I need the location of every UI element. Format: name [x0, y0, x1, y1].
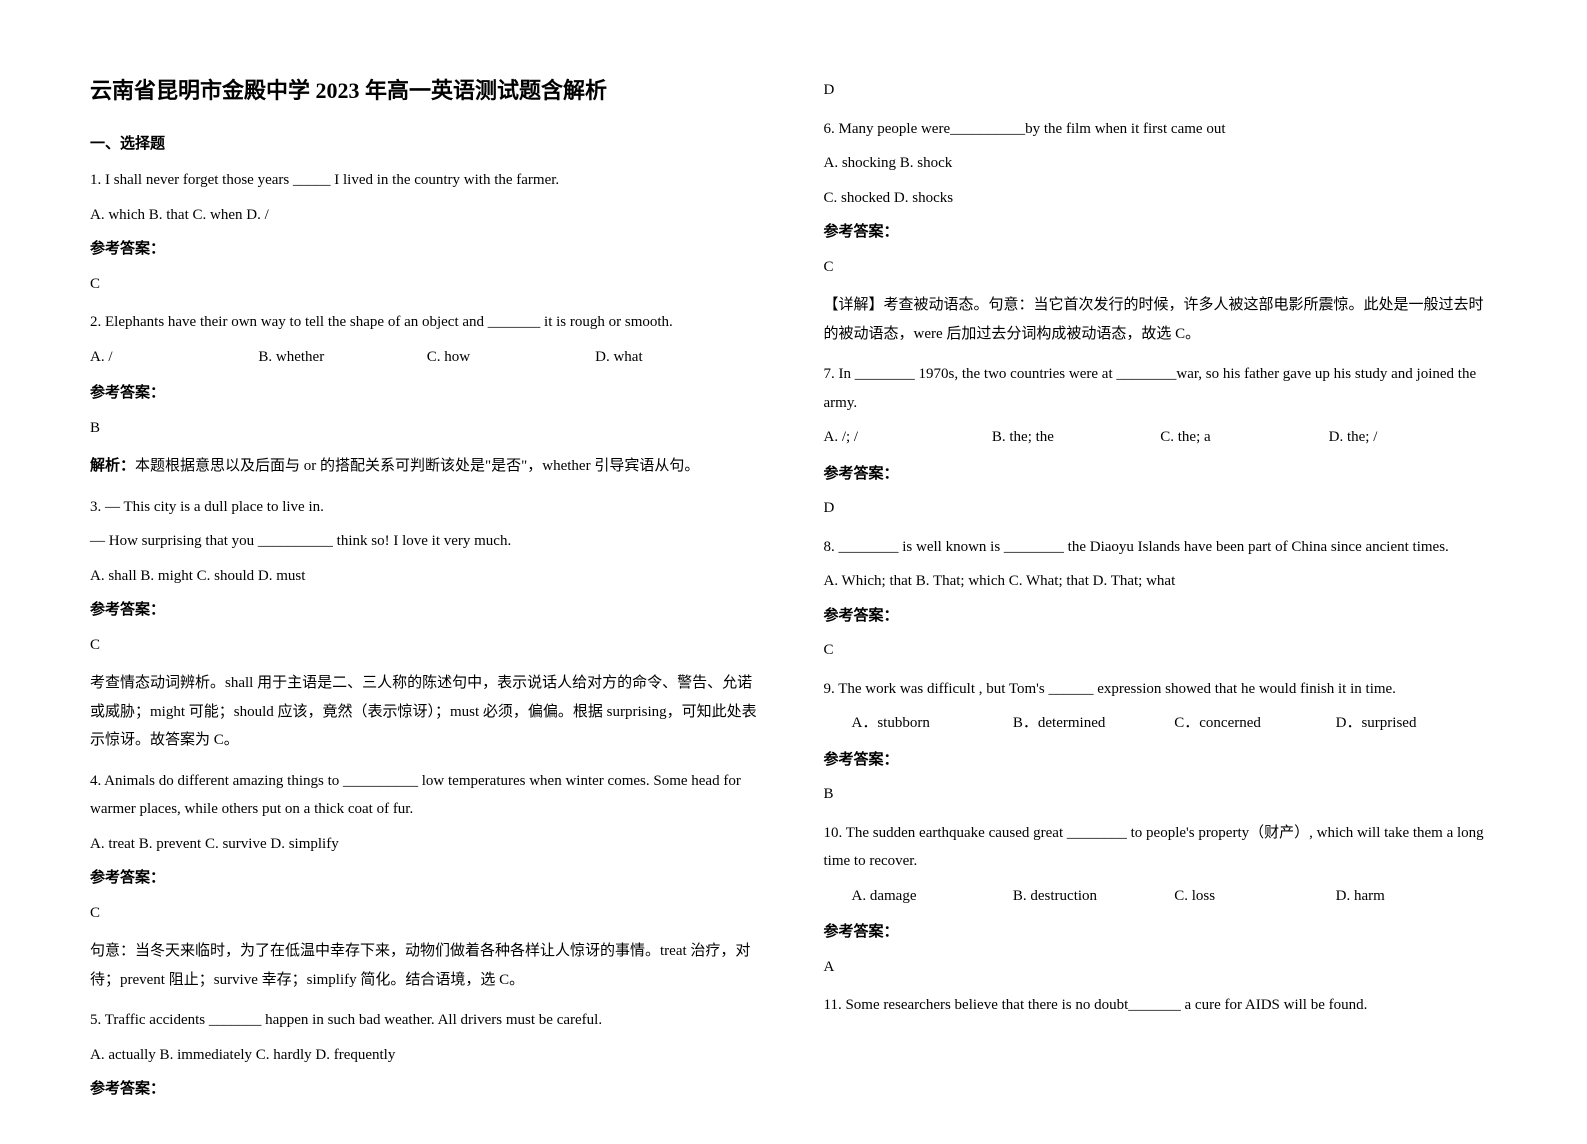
explain-label: 解析：	[90, 458, 135, 474]
opt-b: B. destruction	[1013, 882, 1174, 911]
question-10-options: A. damage B. destruction C. loss D. harm	[824, 882, 1498, 911]
answer-label: 参考答案：	[824, 460, 1498, 489]
opt-d: D. the; /	[1329, 423, 1497, 452]
question-9: 9. The work was difficult , but Tom's __…	[824, 675, 1498, 704]
question-6-explain: 【详解】考查被动语态。句意：当它首次发行的时候，许多人被这部电影所震惊。此处是一…	[824, 291, 1498, 348]
opt-c: C．concerned	[1174, 709, 1335, 738]
question-7-answer: D	[824, 494, 1498, 523]
question-5-options: A. actually B. immediately C. hardly D. …	[90, 1041, 764, 1070]
section-heading: 一、选择题	[90, 130, 764, 159]
answer-label: 参考答案：	[90, 864, 764, 893]
question-3-line1: 3. — This city is a dull place to live i…	[90, 493, 764, 522]
question-3-options: A. shall B. might C. should D. must	[90, 562, 764, 591]
opt-b: B. whether	[258, 343, 426, 372]
opt-c: C. loss	[1174, 882, 1335, 911]
opt-a: A. /	[90, 343, 258, 372]
question-3-explain: 考查情态动词辨析。shall 用于主语是二、三人称的陈述句中，表示说话人给对方的…	[90, 669, 764, 755]
question-9-answer: B	[824, 780, 1498, 809]
opt-a: A. /; /	[824, 423, 992, 452]
question-10-answer: A	[824, 953, 1498, 982]
opt-a: A．stubborn	[852, 709, 1013, 738]
opt-b: B．determined	[1013, 709, 1174, 738]
question-1-answer: C	[90, 270, 764, 299]
page: 云南省昆明市金殿中学 2023 年高一英语测试题含解析 一、选择题 1. I s…	[0, 0, 1587, 1144]
question-4-answer: C	[90, 899, 764, 928]
question-5: 5. Traffic accidents _______ happen in s…	[90, 1006, 764, 1035]
answer-label: 参考答案：	[824, 602, 1498, 631]
opt-d: D. harm	[1336, 882, 1497, 911]
question-1-options: A. which B. that C. when D. /	[90, 201, 764, 230]
question-7: 7. In ________ 1970s, the two countries …	[824, 360, 1498, 417]
right-column: D 6. Many people were__________by the fi…	[824, 70, 1498, 1104]
question-1: 1. I shall never forget those years ____…	[90, 166, 764, 195]
answer-label: 参考答案：	[90, 235, 764, 264]
opt-b: B. the; the	[992, 423, 1160, 452]
question-7-options: A. /; / B. the; the C. the; a D. the; /	[824, 423, 1498, 452]
question-10: 10. The sudden earthquake caused great _…	[824, 819, 1498, 876]
document-title: 云南省昆明市金殿中学 2023 年高一英语测试题含解析	[90, 70, 764, 112]
opt-c: C. how	[427, 343, 595, 372]
explain-text: 本题根据意思以及后面与 or 的搭配关系可判断该处是"是否"，whether 引…	[135, 458, 699, 474]
question-2-explain: 解析：本题根据意思以及后面与 or 的搭配关系可判断该处是"是否"，whethe…	[90, 452, 764, 481]
answer-label: 参考答案：	[90, 379, 764, 408]
answer-label: 参考答案：	[824, 218, 1498, 247]
question-6-options-2: C. shocked D. shocks	[824, 184, 1498, 213]
opt-d: D．surprised	[1336, 709, 1497, 738]
question-4-options: A. treat B. prevent C. survive D. simpli…	[90, 830, 764, 859]
left-column: 云南省昆明市金殿中学 2023 年高一英语测试题含解析 一、选择题 1. I s…	[90, 70, 764, 1104]
question-3-answer: C	[90, 631, 764, 660]
question-6-answer: C	[824, 253, 1498, 282]
question-8: 8. ________ is well known is ________ th…	[824, 533, 1498, 562]
question-9-options: A．stubborn B．determined C．concerned D．su…	[824, 709, 1498, 738]
question-5-answer: D	[824, 76, 1498, 105]
question-11: 11. Some researchers believe that there …	[824, 991, 1498, 1020]
question-8-options: A. Which; that B. That; which C. What; t…	[824, 567, 1498, 596]
question-4: 4. Animals do different amazing things t…	[90, 767, 764, 824]
question-2-options: A. / B. whether C. how D. what	[90, 343, 764, 372]
question-2-answer: B	[90, 414, 764, 443]
question-6-options-1: A. shocking B. shock	[824, 149, 1498, 178]
opt-c: C. the; a	[1160, 423, 1328, 452]
question-2: 2. Elephants have their own way to tell …	[90, 308, 764, 337]
question-6: 6. Many people were__________by the film…	[824, 115, 1498, 144]
opt-a: A. damage	[852, 882, 1013, 911]
question-3-line2: — How surprising that you __________ thi…	[90, 527, 764, 556]
answer-label: 参考答案：	[824, 918, 1498, 947]
question-8-answer: C	[824, 636, 1498, 665]
answer-label: 参考答案：	[90, 596, 764, 625]
answer-label: 参考答案：	[824, 746, 1498, 775]
opt-d: D. what	[595, 343, 763, 372]
question-4-explain: 句意：当冬天来临时，为了在低温中幸存下来，动物们做着各种各样让人惊讶的事情。tr…	[90, 937, 764, 994]
answer-label: 参考答案：	[90, 1075, 764, 1104]
